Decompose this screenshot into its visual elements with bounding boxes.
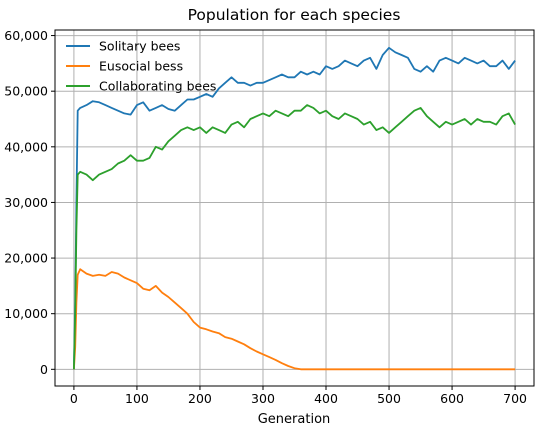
y-tick-label: 40,000 [4, 139, 48, 154]
x-tick-label: 500 [377, 391, 401, 406]
y-tick-label: 10,000 [4, 306, 48, 321]
y-axis: 0 10,000 20,000 30,000 40,000 50,000 60,000 [4, 28, 55, 377]
grid [55, 30, 534, 386]
y-tick-label: 50,000 [4, 84, 48, 99]
x-tick-label: 400 [314, 391, 338, 406]
x-tick-label: 300 [251, 391, 275, 406]
x-tick-label: 0 [70, 391, 78, 406]
y-tick-label: 0 [40, 362, 48, 377]
series-line-2 [73, 104, 516, 370]
y-tick-label: 60,000 [4, 28, 48, 43]
series-line-1 [73, 268, 516, 371]
x-tick-label: 200 [188, 391, 212, 406]
series-line-0 [73, 46, 516, 370]
x-tick-label: 100 [125, 391, 149, 406]
chart-title: Population for each species [188, 6, 401, 24]
x-tick-label: 600 [440, 391, 464, 406]
x-axis: 0 100 200 300 400 500 600 700 [70, 386, 527, 406]
x-tick-label: 700 [503, 391, 527, 406]
legend-label-2: Collaborating bees [99, 79, 216, 94]
legend-label-0: Solitary bees [99, 39, 180, 54]
legend-label-1: Eusocial bess [99, 59, 183, 74]
plot-frame [54, 29, 535, 387]
x-axis-label: Generation [258, 412, 331, 427]
y-tick-label: 30,000 [4, 195, 48, 210]
series-layer [73, 46, 516, 371]
y-tick-label: 20,000 [4, 251, 48, 266]
legend: Solitary bees Eusocial bess Collaborating … [66, 39, 216, 94]
